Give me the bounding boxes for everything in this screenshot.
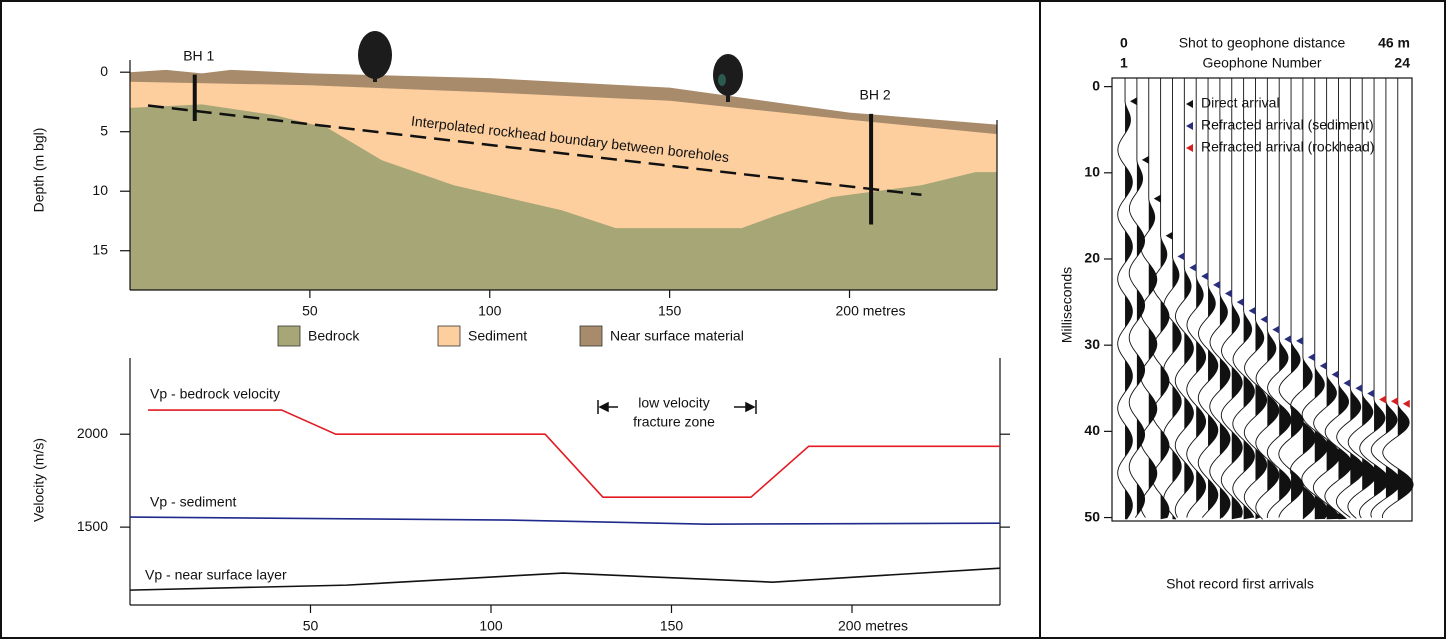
velocity-line (148, 410, 1000, 497)
arrival-pick (1142, 156, 1149, 164)
legend-label: Sediment (468, 328, 527, 344)
legend-marker (1186, 122, 1193, 130)
arrival-pick (1201, 272, 1208, 280)
trace-fill (1125, 101, 1132, 519)
legend-swatch (438, 326, 460, 346)
y-tick-label: 20 (1084, 250, 1100, 266)
legend-label: Refracted arrival (rockhead) (1201, 139, 1375, 155)
arrival-pick (1403, 400, 1410, 408)
y-tick-label: 15 (92, 241, 108, 257)
x-tick-label: 50 (302, 303, 318, 319)
header-end: 46 m (1378, 35, 1410, 51)
arrival-pick (1379, 395, 1386, 403)
arrival-pick (1343, 379, 1350, 387)
header-start: 0 (1120, 35, 1128, 51)
legend-swatch (580, 326, 602, 346)
arrival-pick (1154, 195, 1161, 203)
y-tick-label: 30 (1084, 336, 1100, 352)
y-tick-label: 1500 (77, 518, 108, 534)
trace (1371, 78, 1401, 518)
legend-swatch (278, 326, 300, 346)
trace-fill (1184, 268, 1193, 520)
trace-fill (1279, 339, 1291, 519)
arrival-pick (1272, 326, 1279, 334)
y-tick-label: 10 (1084, 164, 1100, 180)
arrival-pick (1367, 389, 1374, 397)
series-label: Vp - sediment (150, 494, 236, 510)
header-label: Geophone Number (1202, 55, 1321, 71)
annotation: low velocity (638, 395, 710, 411)
y-tick-label: 0 (100, 63, 108, 79)
header-label: Shot to geophone distance (1179, 35, 1346, 51)
trace-fill (1338, 383, 1352, 519)
arrival-pick (1355, 384, 1362, 392)
annotation: fracture zone (633, 414, 715, 430)
borehole-label: BH 1 (183, 47, 214, 63)
arrival-pick (1391, 397, 1398, 405)
header-end: 24 (1394, 55, 1410, 71)
arrival-pick (1320, 362, 1327, 370)
x-tick-label: 200 metres (836, 303, 906, 319)
series-label: Vp - bedrock velocity (150, 386, 280, 402)
arrival-pick (1237, 298, 1244, 306)
x-tick-label: 150 (660, 618, 684, 634)
series-label: Vp - near surface layer (145, 567, 287, 583)
y-tick-label: 2000 (77, 425, 108, 441)
arrival-pick (1296, 337, 1303, 345)
y-axis-label: Velocity (m/s) (31, 438, 47, 522)
y-tick-label: 10 (92, 182, 108, 198)
arrival-pick (1332, 370, 1339, 378)
velocity-line (130, 517, 1000, 524)
legend-label: Refracted arrival (sediment) (1201, 117, 1374, 133)
legend-marker (1186, 100, 1193, 108)
arrival-pick (1130, 97, 1137, 105)
trace-fill (1267, 330, 1278, 520)
x-tick-label: 100 (478, 303, 502, 319)
x-tick-label: 200 metres (838, 618, 908, 634)
arrival-pick (1177, 252, 1184, 260)
arrival-pick (1189, 264, 1196, 272)
arrival-pick (1225, 289, 1232, 297)
trace-fill (1398, 404, 1413, 519)
legend-label: Direct arrival (1201, 95, 1280, 111)
y-axis-label: Depth (m bgl) (31, 128, 47, 213)
y-tick-label: 40 (1084, 422, 1100, 438)
figure: 50100150200 metres051015Depth (m bgl)Int… (0, 0, 1446, 639)
arrival-pick (1213, 281, 1220, 289)
arrival-pick (1249, 307, 1256, 315)
y-tick-label: 50 (1084, 508, 1100, 524)
trace-fill (1303, 357, 1316, 519)
legend-label: Near surface material (610, 328, 744, 344)
arrival-pick (1166, 232, 1173, 240)
x-tick-label: 100 (479, 618, 503, 634)
trace-fill (1244, 311, 1255, 520)
x-tick-label: 150 (658, 303, 682, 319)
trace-fill (1137, 160, 1145, 519)
trace-fill (1196, 276, 1205, 519)
x-tick-label: 50 (303, 618, 319, 634)
borehole-label: BH 2 (860, 87, 891, 103)
trace (1382, 78, 1413, 518)
legend-label: Bedrock (308, 328, 360, 344)
y-tick-label: 0 (1092, 77, 1100, 93)
header-start: 1 (1120, 55, 1128, 71)
trace-fill (1161, 236, 1169, 520)
arrival-pick (1284, 335, 1291, 343)
arrival-pick (1308, 353, 1315, 361)
trace (1129, 78, 1144, 518)
y-tick-label: 5 (100, 122, 108, 138)
chart-title: Shot record first arrivals (1166, 576, 1314, 592)
legend-marker (1186, 144, 1193, 152)
arrival-pick (1260, 315, 1267, 323)
y-axis-label: Milliseconds (1059, 267, 1075, 343)
